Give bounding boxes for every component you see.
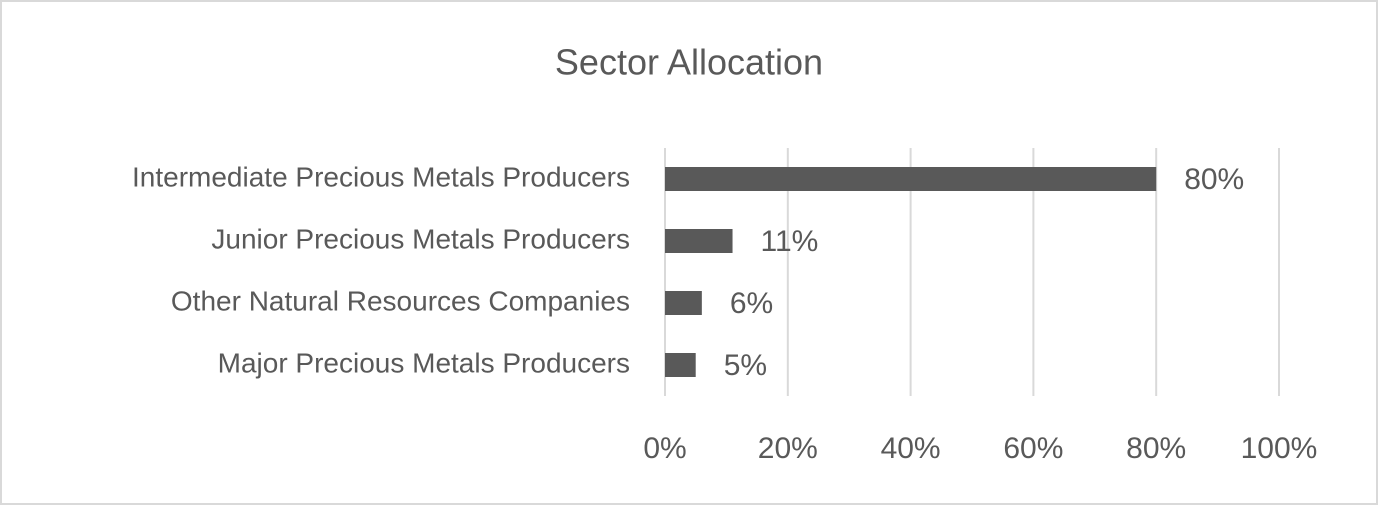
- bar: [665, 167, 1157, 191]
- value-label: 6%: [730, 287, 773, 320]
- y-tick-label: Intermediate Precious Metals Producers: [132, 161, 630, 192]
- y-tick-label: Major Precious Metals Producers: [218, 347, 630, 378]
- chart-title: Sector Allocation: [555, 42, 823, 83]
- value-label: 80%: [1184, 163, 1244, 196]
- bar: [665, 291, 702, 315]
- x-tick-label: 0%: [643, 432, 686, 465]
- x-tick-label: 40%: [881, 432, 941, 465]
- x-tick-label: 20%: [758, 432, 818, 465]
- x-tick-label: 80%: [1126, 432, 1186, 465]
- y-tick-label: Other Natural Resources Companies: [171, 285, 630, 316]
- x-tick-label: 60%: [1003, 432, 1063, 465]
- x-tick-label: 100%: [1241, 432, 1318, 465]
- y-tick-label: Junior Precious Metals Producers: [211, 223, 630, 254]
- bar: [665, 353, 696, 377]
- value-label: 5%: [724, 349, 767, 382]
- bar: [665, 229, 733, 253]
- value-label: 11%: [761, 225, 819, 258]
